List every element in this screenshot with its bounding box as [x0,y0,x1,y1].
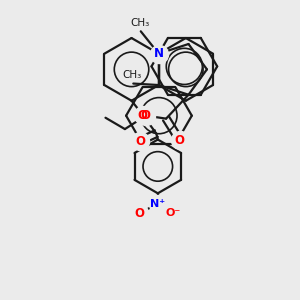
Text: O: O [175,134,184,147]
Text: O: O [134,207,144,220]
Text: CH₃: CH₃ [130,18,150,28]
Text: CH₃: CH₃ [122,70,141,80]
Text: O: O [138,109,148,122]
Text: N: N [154,47,164,60]
Text: O: O [141,109,151,122]
Text: O⁻: O⁻ [165,208,180,218]
Text: O: O [135,134,145,148]
Text: N⁺: N⁺ [150,199,165,209]
